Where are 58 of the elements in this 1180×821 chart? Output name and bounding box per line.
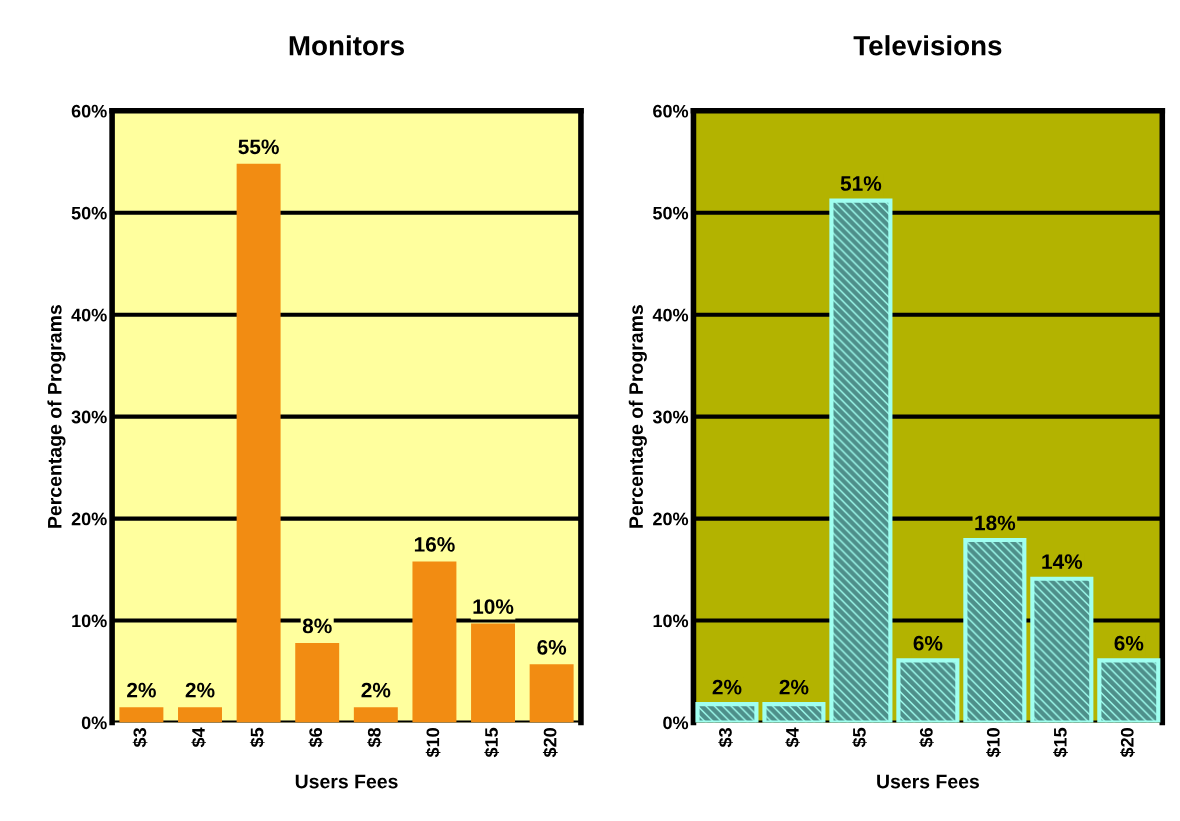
x-tick-label: $3 [132, 727, 148, 748]
x-tick-label: $5 [249, 727, 265, 748]
y-tick-label: 30% [71, 410, 107, 424]
data-label: 18% [975, 515, 1016, 531]
bar [412, 561, 457, 723]
x-axis-title: Users Fees [295, 774, 398, 789]
y-tick-label: 0% [663, 716, 689, 730]
x-tick-label: $5 [852, 727, 867, 748]
x-tick-label: $20 [542, 728, 558, 758]
x-tick-label: $10 [986, 728, 1001, 758]
y-tick-label: 10% [653, 614, 689, 628]
y-tick-label: 30% [652, 410, 689, 424]
bar [353, 707, 398, 723]
data-label: 2% [779, 679, 809, 695]
data-label: 6% [913, 635, 943, 651]
bar [471, 623, 516, 723]
y-tick-label: 50% [71, 206, 107, 220]
x-tick-label: $3 [718, 727, 733, 748]
y-tick-label: 40% [652, 308, 689, 322]
x-tick-label: $6 [308, 727, 324, 748]
y-axis-title: Percentage of Programs [47, 305, 66, 528]
data-label: 2% [127, 682, 156, 698]
y-tick-label: 20% [71, 512, 107, 526]
y-tick-label: 60% [653, 104, 689, 118]
data-label: 51% [840, 176, 882, 191]
chart-title: Monitors [289, 35, 405, 56]
x-tick-label: $4 [191, 727, 207, 748]
bar [295, 642, 340, 723]
x-tick-label: $6 [919, 727, 934, 748]
x-tick-label: $15 [1053, 727, 1068, 758]
y-tick-label: 0% [81, 716, 107, 730]
y-tick-label: 50% [653, 206, 689, 220]
bar [178, 707, 222, 723]
x-tick-label: $8 [367, 727, 382, 748]
data-label: 6% [1114, 635, 1144, 651]
y-tick-label: 10% [72, 614, 107, 628]
bar [529, 664, 574, 723]
x-tick-label: $10 [425, 728, 441, 758]
bar [236, 163, 281, 723]
y-tick-label: 40% [71, 308, 107, 322]
x-tick-label: $4 [785, 727, 800, 748]
x-tick-label: $15 [484, 727, 500, 758]
data-label: 16% [414, 536, 455, 552]
chart-title: Televisions [853, 35, 1002, 56]
data-label: 8% [302, 618, 332, 634]
y-tick-label: 60% [71, 104, 107, 118]
data-label: 14% [1042, 554, 1083, 570]
data-label: 2% [185, 682, 215, 698]
data-label: 2% [712, 679, 742, 695]
x-axis-title: Users Fees [877, 774, 979, 789]
data-label: 10% [473, 599, 514, 614]
x-tick-label: $20 [1120, 728, 1135, 758]
bar [119, 707, 164, 723]
y-tick-label: 20% [653, 512, 689, 526]
y-axis-title: Percentage of Programs [628, 305, 647, 528]
data-label: 55% [238, 139, 279, 155]
data-label: 6% [537, 639, 567, 655]
data-label: 2% [361, 682, 391, 698]
